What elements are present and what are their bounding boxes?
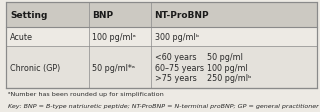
Text: 300 pg/mlᵇ: 300 pg/mlᵇ (155, 33, 199, 42)
Text: 50 pg/ml: 50 pg/ml (207, 53, 243, 62)
Bar (6, 3, 317, 27)
Text: ᵃNumber has been rounded up for simplification: ᵃNumber has been rounded up for simplifi… (8, 92, 164, 97)
Text: Acute: Acute (10, 33, 33, 42)
Text: Key: BNP = B-type natriuretic peptide; NT-ProBNP = N-terminal proBNP; GP = gener: Key: BNP = B-type natriuretic peptide; N… (8, 103, 319, 108)
Text: 50 pg/ml*ᵃ: 50 pg/ml*ᵃ (92, 63, 135, 72)
Text: 100 pg/mlᵃ: 100 pg/mlᵃ (92, 33, 136, 42)
Text: NT-ProBNP: NT-ProBNP (155, 11, 209, 20)
Bar (6, 47, 317, 88)
Bar (6, 3, 317, 88)
Text: Chronic (GP): Chronic (GP) (10, 63, 60, 72)
Bar (6, 27, 317, 47)
Text: <60 years: <60 years (155, 53, 196, 62)
Text: Setting: Setting (10, 11, 48, 20)
Text: >75 years: >75 years (155, 73, 196, 82)
Text: BNP: BNP (92, 11, 114, 20)
Text: 100 pg/ml: 100 pg/ml (207, 63, 248, 72)
Text: 250 pg/mlᵇ: 250 pg/mlᵇ (207, 73, 252, 82)
Text: 60–75 years: 60–75 years (155, 63, 204, 72)
Bar (6, 88, 317, 111)
